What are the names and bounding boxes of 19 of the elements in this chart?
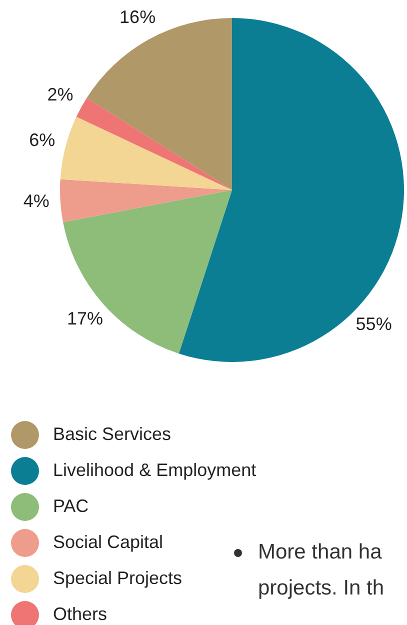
data-label: 16% [120,6,156,27]
pie-slice [60,116,232,190]
legend-label: Basic Services [53,424,172,444]
legend-label: Social Capital [53,532,164,552]
legend-label: PAC [53,496,89,516]
data-label: 6% [29,130,56,150]
pie-slice [63,190,232,354]
legend-label: Livelihood & Employment [53,460,256,480]
pie-slice [76,98,232,190]
legend-label: Others [53,604,108,624]
data-label: 17% [66,308,103,328]
data-label: 55% [356,314,392,334]
pie-slice [178,18,404,362]
legend-label: Special Projects [53,568,182,588]
data-label: 4% [23,191,50,212]
data-label: 2% [47,84,74,104]
text: projects. In th [258,576,384,600]
text: More than ha [258,540,382,564]
pie-slice [60,179,232,222]
